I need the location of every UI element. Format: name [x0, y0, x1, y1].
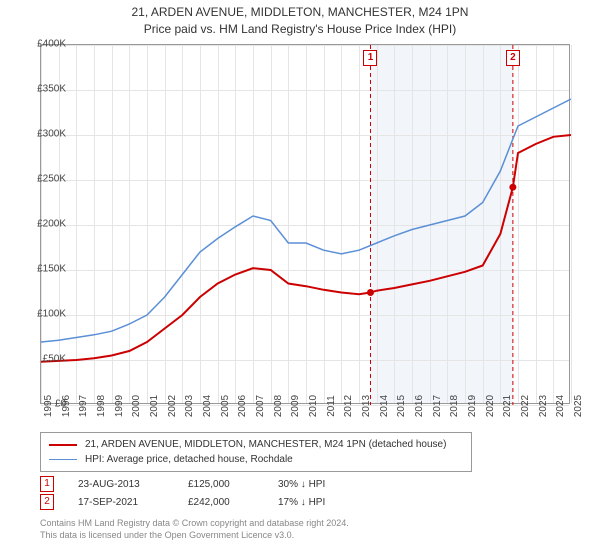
sale-row: 2 17-SEP-2021£242,00017% ↓ HPI	[40, 493, 368, 511]
y-tick-label: £400K	[26, 38, 66, 49]
x-tick-label: 2025	[573, 394, 584, 416]
x-tick-label: 2009	[290, 394, 301, 416]
title-line2: Price paid vs. HM Land Registry's House …	[0, 21, 600, 38]
x-tick-label: 2024	[555, 394, 566, 416]
x-tick-label: 2000	[131, 394, 142, 416]
x-tick-label: 2014	[379, 394, 390, 416]
sale-row: 1 23-AUG-2013£125,00030% ↓ HPI	[40, 475, 368, 493]
sale-price: £242,000	[188, 497, 278, 508]
y-tick-label: £100K	[26, 308, 66, 319]
sale-delta: 30% ↓ HPI	[278, 479, 368, 490]
x-tick-label: 2022	[520, 394, 531, 416]
x-tick-label: 2012	[343, 394, 354, 416]
x-tick-label: 2003	[184, 394, 195, 416]
sales-table: 1 23-AUG-2013£125,00030% ↓ HPI 2 17-SEP-202…	[40, 475, 368, 511]
line-series-svg	[41, 45, 571, 405]
series-hpi	[41, 99, 571, 342]
x-tick-label: 2016	[414, 394, 425, 416]
marker-label-box: 2	[506, 50, 520, 66]
y-tick-label: £250K	[26, 173, 66, 184]
sale-delta: 17% ↓ HPI	[278, 497, 368, 508]
y-tick-label: £200K	[26, 218, 66, 229]
marker-dot	[509, 183, 516, 190]
x-tick-label: 2015	[396, 394, 407, 416]
x-tick-label: 1997	[78, 394, 89, 416]
x-tick-label: 2008	[273, 394, 284, 416]
legend-swatch	[49, 444, 77, 446]
footer-attribution: Contains HM Land Registry data © Crown c…	[40, 518, 349, 541]
legend-label: 21, ARDEN AVENUE, MIDDLETON, MANCHESTER,…	[85, 437, 446, 452]
x-tick-label: 2010	[308, 394, 319, 416]
chart-title: 21, ARDEN AVENUE, MIDDLETON, MANCHESTER,…	[0, 0, 600, 38]
sale-marker-box: 1	[40, 476, 54, 492]
legend-item: HPI: Average price, detached house, Roch…	[49, 452, 463, 467]
x-tick-label: 2001	[149, 394, 160, 416]
legend-swatch	[49, 459, 77, 460]
x-tick-label: 2021	[502, 394, 513, 416]
plot-region	[40, 44, 570, 404]
sale-price: £125,000	[188, 479, 278, 490]
sale-marker-box: 2	[40, 494, 54, 510]
chart-area: £0£50K£100K£150K£200K£250K£300K£350K£400…	[40, 44, 600, 424]
y-tick-label: £350K	[26, 83, 66, 94]
legend-label: HPI: Average price, detached house, Roch…	[85, 452, 293, 467]
x-tick-label: 2013	[361, 394, 372, 416]
y-tick-label: £300K	[26, 128, 66, 139]
marker-dot	[367, 289, 374, 296]
y-tick-label: £150K	[26, 263, 66, 274]
x-tick-label: 2004	[202, 394, 213, 416]
x-tick-label: 2019	[467, 394, 478, 416]
sale-date: 17-SEP-2021	[78, 497, 188, 508]
x-tick-label: 2006	[237, 394, 248, 416]
legend: 21, ARDEN AVENUE, MIDDLETON, MANCHESTER,…	[40, 432, 472, 472]
x-tick-label: 2005	[220, 394, 231, 416]
x-tick-label: 1998	[96, 394, 107, 416]
marker-label-box: 1	[363, 50, 377, 66]
x-tick-label: 2018	[449, 394, 460, 416]
x-tick-label: 2020	[485, 394, 496, 416]
legend-item: 21, ARDEN AVENUE, MIDDLETON, MANCHESTER,…	[49, 437, 463, 452]
x-tick-label: 1996	[61, 394, 72, 416]
y-tick-label: £50K	[26, 353, 66, 364]
x-tick-label: 2002	[167, 394, 178, 416]
x-tick-label: 1995	[43, 394, 54, 416]
x-tick-label: 1999	[114, 394, 125, 416]
footer-line2: This data is licensed under the Open Gov…	[40, 530, 349, 542]
x-tick-label: 2023	[538, 394, 549, 416]
sale-date: 23-AUG-2013	[78, 479, 188, 490]
title-line1: 21, ARDEN AVENUE, MIDDLETON, MANCHESTER,…	[0, 4, 600, 21]
x-tick-label: 2017	[432, 394, 443, 416]
x-tick-label: 2007	[255, 394, 266, 416]
footer-line1: Contains HM Land Registry data © Crown c…	[40, 518, 349, 530]
x-tick-label: 2011	[326, 395, 337, 417]
